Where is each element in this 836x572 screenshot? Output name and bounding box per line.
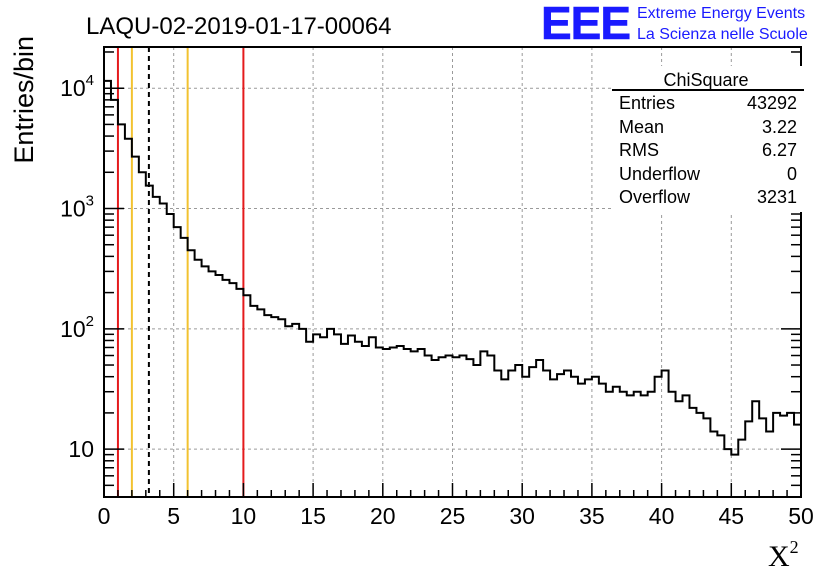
stats-value: 43292 — [747, 93, 797, 113]
x-tick-label: 15 — [300, 503, 326, 529]
stats-label: Mean — [619, 117, 664, 137]
histogram-outline — [104, 79, 801, 456]
x-axis-label: X2 — [768, 537, 799, 572]
logo-line-1: Extreme Energy Events — [637, 5, 805, 22]
vertical-lines — [116, 47, 245, 497]
stats-box: ChiSquare Entries 43292 Mean 3.22 RMS 6.… — [612, 66, 804, 212]
y-tick-label: 103 — [60, 193, 94, 222]
y-tick-exponent: 4 — [86, 72, 94, 89]
y-tick-base: 10 — [60, 316, 86, 342]
y-tick-exponent: 3 — [86, 193, 94, 210]
y-tick-exponent: 2 — [86, 313, 94, 330]
x-axis: 0 5 10 15 20 25 30 35 40 45 50 — [98, 483, 814, 529]
x-tick-label: 5 — [167, 503, 180, 529]
stats-title: ChiSquare — [663, 70, 748, 90]
stats-label: Underflow — [619, 164, 701, 184]
stats-value: 0 — [787, 164, 797, 184]
stats-label: Entries — [619, 93, 675, 113]
stats-value: 3.22 — [762, 117, 797, 137]
x-tick-label: 25 — [440, 503, 466, 529]
stats-label: Overflow — [619, 187, 691, 207]
x-tick-label: 50 — [788, 503, 814, 529]
y-axis-label: Entries/bin — [9, 36, 39, 164]
y-tick-base: 10 — [60, 196, 86, 222]
stats-value: 3231 — [757, 187, 797, 207]
x-tick-label: 45 — [719, 503, 745, 529]
logo-letters: EEE — [541, 0, 630, 49]
chart-title: LAQU-02-2019-01-17-00064 — [86, 13, 392, 40]
stats-value: 6.27 — [762, 140, 797, 160]
x-tick-label: 40 — [649, 503, 675, 529]
logo-line-2: La Scienza nelle Scuole — [637, 26, 808, 43]
x-tick-label: 10 — [231, 503, 257, 529]
y-tick-label: 10 — [68, 436, 94, 462]
eee-logo: EEE Extreme Energy Events La Scienza nel… — [541, 0, 808, 49]
x-tick-label: 35 — [579, 503, 605, 529]
x-tick-label: 30 — [509, 503, 535, 529]
stats-label: RMS — [619, 140, 659, 160]
y-tick-label: 104 — [60, 72, 94, 101]
x-tick-label: 0 — [98, 503, 111, 529]
x-tick-label: 20 — [370, 503, 396, 529]
y-tick-label: 102 — [60, 313, 94, 342]
y-tick-base: 10 — [60, 75, 86, 101]
